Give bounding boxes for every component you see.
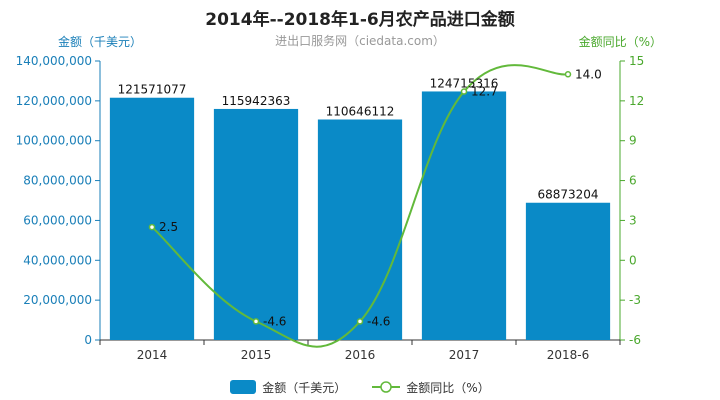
- right-tick-label: -3: [629, 293, 641, 307]
- legend-line-label: 金额同比（%）: [406, 380, 490, 395]
- line-data-label: -4.6: [367, 314, 390, 328]
- bar-data-label: 110646112: [326, 104, 395, 118]
- legend-item-bar[interactable]: 金额（千美元）: [230, 379, 346, 396]
- bar-data-label: 68873204: [537, 188, 598, 202]
- legend: 金额（千美元） 金额同比（%）: [0, 378, 720, 396]
- bar-data-label: 124715316: [430, 76, 499, 90]
- bar: [525, 202, 611, 340]
- line-point: [460, 88, 468, 95]
- bar: [109, 97, 195, 340]
- bar-data-label: 121571077: [118, 83, 187, 97]
- bar: [317, 119, 403, 340]
- legend-bar-label: 金额（千美元）: [262, 380, 347, 395]
- left-tick-label: 80,000,000: [23, 174, 92, 188]
- line-data-label: 2.5: [159, 220, 178, 234]
- right-tick-label: 3: [629, 213, 637, 227]
- left-tick-label: 140,000,000: [16, 54, 92, 68]
- line-point: [252, 318, 260, 325]
- bar: [213, 108, 299, 340]
- legend-item-line[interactable]: 金额同比（%）: [372, 379, 490, 396]
- line-data-label: 14.0: [575, 67, 602, 81]
- line-point: [356, 318, 364, 325]
- left-tick-label: 40,000,000: [23, 253, 92, 267]
- left-tick-label: 60,000,000: [23, 213, 92, 227]
- right-tick-label: 0: [629, 253, 637, 267]
- series-line: [151, 64, 569, 348]
- line-data-label: -4.6: [263, 314, 286, 328]
- line-point: [564, 71, 572, 78]
- x-tick-label: 2014: [137, 348, 168, 362]
- bar: [421, 91, 507, 340]
- left-axis-label: 金额（千美元）: [58, 35, 143, 49]
- right-tick-label: 9: [629, 134, 637, 148]
- right-tick-label: 15: [629, 54, 644, 68]
- legend-line-swatch: [372, 381, 401, 393]
- bar-data-label: 115942363: [222, 94, 291, 108]
- line-data-label: 12.7: [471, 85, 498, 99]
- x-tick-label: 2017: [449, 348, 480, 362]
- x-tick-label: 2015: [241, 348, 272, 362]
- chart-title: 2014年--2018年1-6月农产品进口金额: [205, 10, 515, 30]
- right-tick-label: 6: [629, 174, 637, 188]
- left-tick-label: 0: [84, 333, 92, 347]
- chart-subtitle: 进出口服务网（ciedata.com）: [275, 34, 445, 48]
- line-point: [148, 223, 156, 231]
- left-tick-label: 120,000,000: [16, 94, 92, 108]
- left-tick-label: 100,000,000: [16, 134, 92, 148]
- legend-bar-swatch: [230, 380, 257, 394]
- x-tick-label: 2018-6: [547, 348, 590, 362]
- right-axis-label: 金额同比（%）: [578, 35, 662, 49]
- right-tick-label: 12: [629, 94, 644, 108]
- right-tick-label: -6: [629, 333, 641, 347]
- x-tick-label: 2016: [345, 348, 376, 362]
- left-tick-label: 20,000,000: [23, 293, 92, 307]
